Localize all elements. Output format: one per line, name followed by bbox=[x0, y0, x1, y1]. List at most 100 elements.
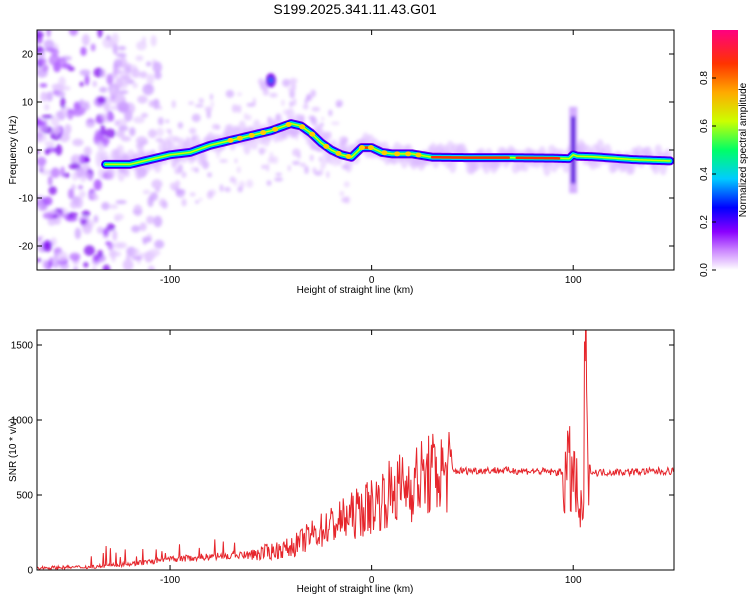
top-y-tick-label: 10 bbox=[22, 98, 34, 109]
spectrogram-feature bbox=[268, 77, 274, 84]
spectrogram-noise-blob bbox=[272, 156, 279, 164]
spectrogram-noise-blob bbox=[236, 166, 241, 174]
spectrogram-noise-blob bbox=[209, 93, 214, 101]
spectrogram-noise-blob bbox=[165, 119, 170, 124]
spectrogram-noise-blob bbox=[132, 82, 138, 89]
spectrogram-noise-blob bbox=[106, 113, 115, 122]
spectrogram-noise-blob bbox=[191, 113, 201, 123]
spectrogram-noise-blob bbox=[47, 175, 53, 186]
spectrogram-noise-blob bbox=[42, 212, 54, 220]
spectrogram-noise-blob bbox=[169, 182, 177, 190]
colorbar-label: Normalized spectral amplitude bbox=[738, 82, 749, 217]
spectrogram-ridge-knot bbox=[367, 145, 374, 151]
spectrogram-noise-blob bbox=[52, 261, 59, 269]
spectrogram-noise-blob bbox=[96, 226, 104, 234]
colorbar-tick-label: 0.0 bbox=[699, 263, 710, 277]
spectrogram-noise-blob bbox=[102, 228, 109, 236]
spectrogram-noise-blob bbox=[101, 68, 106, 79]
spectrogram-noise-blob bbox=[84, 155, 90, 163]
spectrogram-noise-blob bbox=[146, 215, 155, 225]
spectrogram-noise-blob bbox=[318, 156, 323, 162]
spectrogram-noise-blob bbox=[287, 164, 291, 172]
spectrogram-noise-blob bbox=[269, 92, 278, 98]
chart-title: S199.2025.341.11.43.G01 bbox=[273, 1, 436, 17]
spectrogram-noise-blob bbox=[281, 99, 285, 107]
spectrogram-noise-blob bbox=[257, 78, 265, 86]
snr-frame bbox=[36, 329, 675, 571]
spectrogram-noise-blob bbox=[39, 58, 47, 65]
spectrogram-noise-blob bbox=[94, 129, 103, 142]
spectrogram-noise-blob bbox=[154, 239, 165, 249]
spectrogram-noise-blob bbox=[188, 101, 194, 105]
spectrogram-noise-blob bbox=[68, 30, 79, 36]
colorbar: 0.0 0.2 0.4 0.6 0.8 Normalized spectral ampl… bbox=[699, 30, 749, 277]
spectrogram-noise-blob bbox=[116, 251, 121, 257]
spectrogram-noise-blob bbox=[43, 103, 50, 111]
spectrogram-noise-blob bbox=[206, 110, 211, 119]
spectrogram-noise-blob bbox=[60, 96, 66, 109]
spectrogram-noise-blob bbox=[102, 264, 111, 270]
spectrogram-noise-blob bbox=[75, 196, 84, 209]
spectrogram-noise-blob bbox=[210, 100, 214, 108]
spectrogram-noise-blob bbox=[177, 122, 184, 129]
spectrogram-noise-blob bbox=[131, 71, 142, 78]
spectrogram-noise-blob bbox=[139, 140, 149, 145]
spectrogram-noise-blob bbox=[44, 140, 55, 148]
spectrogram-noise-blob bbox=[52, 214, 59, 219]
spectrogram-noise-blob bbox=[309, 89, 315, 99]
spectrogram-ridge-knot bbox=[227, 137, 234, 143]
spectrogram-noise-blob bbox=[37, 120, 47, 127]
spectrogram-noise-blob bbox=[113, 69, 123, 74]
spectrogram-noise-blob bbox=[80, 178, 86, 183]
spectrogram-halo bbox=[286, 108, 295, 121]
spectrogram-noise-blob bbox=[142, 83, 155, 96]
snr-series-line bbox=[37, 330, 674, 570]
spectrogram-noise-blob bbox=[114, 120, 120, 127]
spectrogram-noise-blob bbox=[156, 127, 164, 137]
spectrogram-noise-blob bbox=[110, 250, 116, 263]
spectrogram-ridge-knot bbox=[248, 132, 255, 138]
top-y-tick-label: -10 bbox=[19, 194, 34, 205]
spectrogram-noise-blob bbox=[117, 101, 130, 114]
spectrogram-noise-blob bbox=[83, 245, 95, 256]
spectrogram-noise-blob bbox=[174, 167, 182, 175]
spectrogram-noise-blob bbox=[114, 216, 121, 222]
spectrogram-noise-blob bbox=[54, 91, 66, 98]
spectrogram-noise-blob bbox=[81, 210, 91, 218]
spectrogram-noise-blob bbox=[108, 204, 119, 210]
spectrogram-noise-blob bbox=[85, 122, 95, 128]
spectrogram-noise-blob bbox=[97, 30, 103, 39]
spectrogram-noise-blob bbox=[96, 96, 107, 104]
spectrogram-noise-blob bbox=[110, 87, 116, 96]
spectrogram-noise-blob bbox=[229, 176, 236, 183]
spectrogram-noise-blob bbox=[79, 69, 91, 76]
colorbar-tick-label: 0.4 bbox=[699, 167, 710, 181]
spectrogram-noise-blob bbox=[79, 81, 84, 87]
spectrogram-noise-blob bbox=[148, 129, 157, 139]
spectrogram-noise-blob bbox=[125, 254, 131, 260]
spectrogram-noise-blob bbox=[105, 241, 111, 246]
spectrogram-ridge-knot bbox=[323, 143, 330, 149]
spectrogram-noise-blob bbox=[69, 252, 81, 261]
spectrogram-noise-blob bbox=[92, 265, 97, 270]
bottom-y-tick-label: 0 bbox=[27, 566, 33, 577]
spectrogram-feature bbox=[571, 116, 576, 184]
spectrogram-noise-blob bbox=[67, 66, 75, 72]
spectrogram-noise-blob bbox=[137, 95, 148, 104]
spectrogram-ridge-knot bbox=[381, 150, 388, 156]
spectrogram-noise-blob bbox=[319, 122, 324, 127]
spectrogram-noise-blob bbox=[282, 78, 291, 88]
spectrogram-noise-blob bbox=[42, 259, 49, 269]
spectrogram-noise-blob bbox=[71, 184, 76, 191]
spectrogram-noise-blob bbox=[135, 55, 144, 62]
spectrogram-noise-blob bbox=[113, 58, 123, 69]
spectrogram-noise-blob bbox=[194, 104, 204, 108]
bottom-x-tick-label: 0 bbox=[369, 575, 375, 586]
spectrogram-noise-blob bbox=[67, 211, 79, 218]
spectrogram-ridge-knot bbox=[358, 145, 365, 151]
spectrogram-noise-blob bbox=[55, 111, 63, 117]
spectrogram-noise-blob bbox=[341, 196, 349, 203]
spectrogram-noise-blob bbox=[80, 46, 87, 56]
spectrogram-noise-blob bbox=[65, 216, 78, 222]
